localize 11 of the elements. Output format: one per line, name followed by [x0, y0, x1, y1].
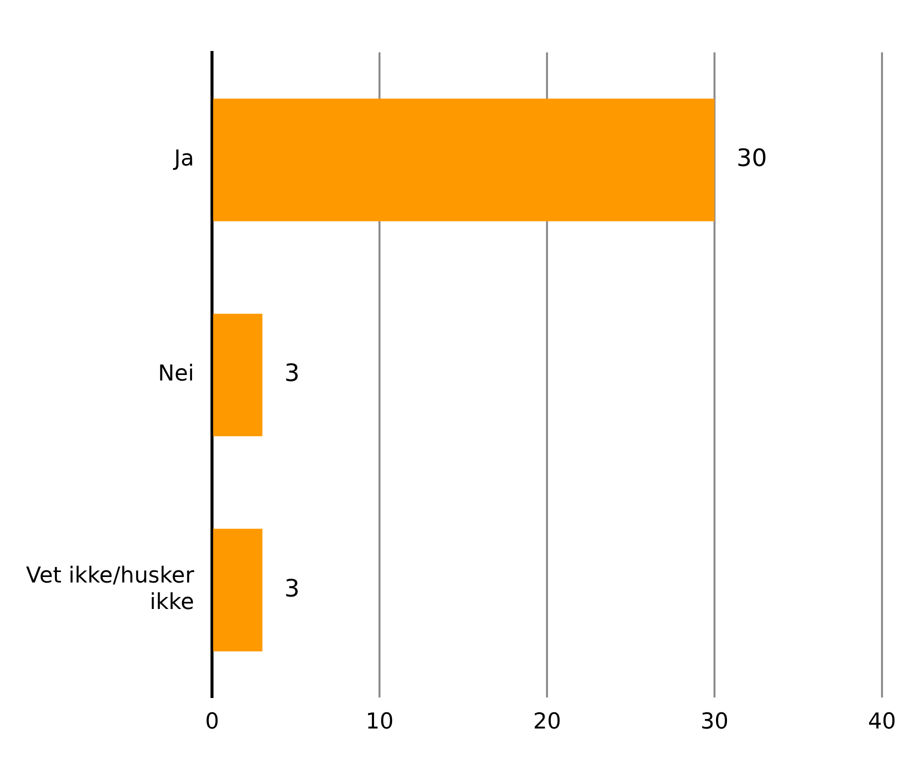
y-tick-label: Ja	[172, 146, 194, 172]
y-tick-label: Vet ikke/husker ikke	[26, 564, 196, 615]
x-tick-label: 0	[205, 710, 220, 735]
data-label: 3	[284, 574, 300, 602]
x-tick-label: 10	[366, 710, 394, 735]
data-label: 3	[284, 359, 300, 388]
x-tick-label: 30	[700, 710, 729, 735]
x-tick-label: 20	[533, 710, 562, 735]
data-label: 30	[736, 144, 768, 172]
x-tick-label: 40	[868, 710, 896, 735]
y-tick-label: Nei	[158, 362, 194, 387]
